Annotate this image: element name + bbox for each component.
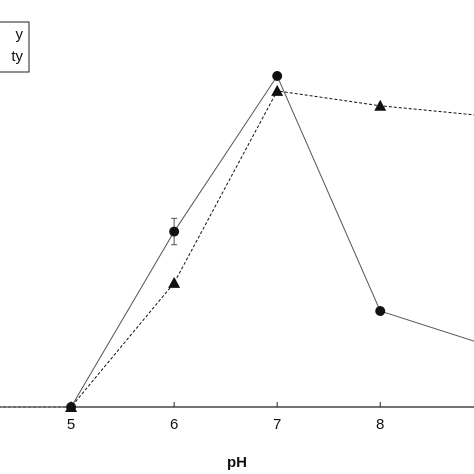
data-point — [271, 84, 284, 96]
legend-label: y — [16, 26, 24, 43]
data-point — [168, 276, 181, 288]
x-tick-label: 5 — [67, 416, 75, 433]
data-point — [65, 401, 78, 412]
x-tick-label: 8 — [376, 416, 384, 433]
series-line — [0, 90, 474, 408]
x-tick-label: 6 — [170, 416, 178, 433]
data-point — [374, 99, 387, 111]
series-line — [0, 74, 474, 408]
data-point — [272, 71, 283, 81]
x-axis-label: pH — [227, 454, 247, 471]
data-point — [169, 226, 180, 237]
legend-box — [0, 21, 30, 73]
data-point — [375, 306, 386, 317]
legend-label: ty — [11, 48, 23, 65]
x-tick-label: 7 — [273, 416, 281, 433]
